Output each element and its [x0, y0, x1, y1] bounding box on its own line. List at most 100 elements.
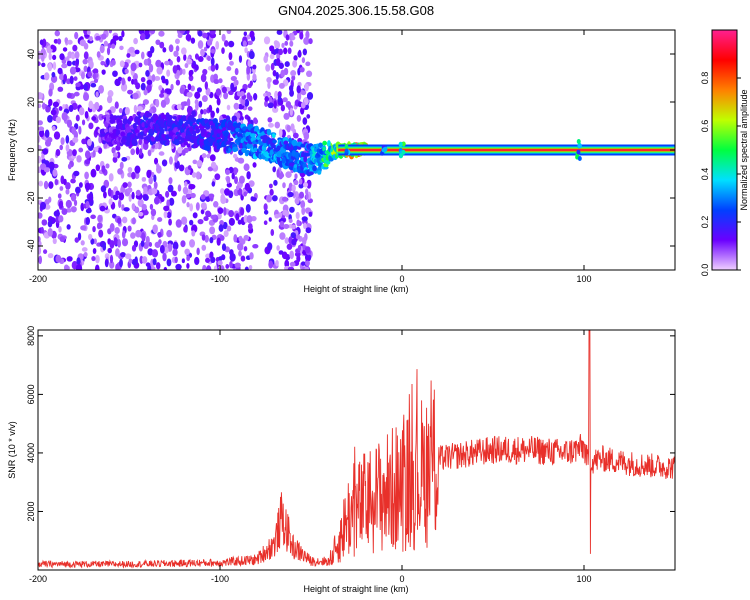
noise-speckle — [210, 214, 217, 220]
noise-speckle — [140, 51, 145, 60]
noise-speckle — [263, 55, 269, 64]
noise-speckle — [175, 79, 181, 86]
noise-speckle — [118, 35, 123, 42]
noise-speckle — [147, 149, 152, 157]
noise-speckle — [120, 83, 128, 92]
noise-speckle — [295, 234, 301, 240]
noise-speckle — [291, 224, 296, 230]
noise-speckle — [134, 206, 140, 214]
y-tick-label: 6000 — [26, 384, 36, 404]
noise-speckle — [88, 233, 93, 241]
carrier-blob — [401, 149, 406, 155]
noise-speckle — [111, 147, 116, 154]
x-tick-label: 0 — [399, 274, 404, 284]
noise-speckle — [78, 147, 84, 153]
noise-speckle — [194, 53, 199, 60]
noise-speckle — [195, 202, 200, 211]
noise-speckle — [232, 153, 238, 159]
noise-speckle — [48, 181, 54, 189]
noise-speckle — [52, 54, 57, 61]
carrier-blob — [344, 148, 349, 154]
noise-speckle — [186, 98, 191, 107]
noise-speckle — [194, 256, 200, 266]
noise-speckle — [40, 201, 47, 210]
noise-speckle — [209, 236, 214, 244]
noise-speckle — [278, 82, 285, 89]
noise-speckle — [234, 67, 239, 76]
noise-speckle — [117, 217, 122, 224]
noise-speckle — [38, 212, 43, 219]
ridge-cell — [317, 170, 322, 175]
noise-speckle — [296, 85, 301, 94]
noise-speckle — [284, 259, 290, 268]
noise-speckle — [145, 262, 151, 267]
noise-speckle — [88, 60, 94, 69]
noise-speckle — [128, 258, 133, 264]
noise-speckle — [306, 114, 311, 119]
noise-speckle — [289, 250, 294, 260]
noise-speckle — [127, 181, 132, 188]
noise-speckle — [79, 39, 87, 47]
noise-speckle — [215, 63, 219, 71]
noise-speckle — [131, 78, 135, 85]
noise-speckle — [70, 53, 76, 60]
noise-speckle — [47, 63, 53, 72]
noise-speckle — [136, 105, 143, 112]
noise-speckle — [170, 83, 174, 91]
noise-speckle — [176, 56, 181, 63]
ridge-cell — [186, 143, 191, 148]
noise-speckle — [127, 187, 133, 193]
noise-speckle — [178, 164, 185, 172]
ridge-cell — [173, 128, 179, 133]
noise-speckle — [50, 44, 55, 50]
noise-speckle — [284, 237, 290, 244]
noise-speckle — [121, 77, 126, 86]
noise-speckle — [85, 200, 90, 209]
noise-speckle — [119, 258, 123, 268]
noise-speckle — [172, 241, 179, 250]
noise-speckle — [104, 258, 109, 268]
noise-speckle — [84, 182, 91, 191]
ridge-cell — [150, 136, 156, 142]
noise-speckle — [86, 30, 91, 36]
noise-speckle — [301, 57, 306, 64]
noise-speckle — [177, 32, 183, 39]
ridge-cell — [308, 171, 314, 176]
noise-speckle — [57, 193, 62, 199]
noise-speckle — [118, 192, 125, 201]
noise-speckle — [211, 181, 216, 187]
noise-speckle — [165, 88, 172, 95]
noise-speckle — [209, 30, 216, 35]
colorbar-tick-label: 0.8 — [700, 72, 710, 85]
noise-speckle — [305, 192, 309, 200]
noise-speckle — [153, 157, 159, 165]
noise-speckle — [302, 236, 307, 246]
noise-speckle — [216, 107, 220, 114]
noise-speckle — [115, 190, 120, 196]
ridge-cell — [294, 151, 300, 160]
noise-speckle — [275, 72, 279, 80]
noise-speckle — [87, 71, 93, 78]
noise-speckle — [303, 182, 309, 188]
noise-speckle — [50, 109, 57, 116]
noise-speckle — [84, 111, 89, 119]
noise-speckle — [128, 194, 132, 202]
noise-speckle — [291, 238, 297, 246]
noise-speckle — [306, 92, 314, 100]
noise-speckle — [58, 225, 62, 233]
noise-speckle — [90, 82, 97, 88]
noise-speckle — [218, 224, 224, 232]
noise-speckle — [47, 227, 53, 237]
noise-speckle — [208, 193, 215, 199]
noise-speckle — [295, 211, 300, 220]
noise-speckle — [51, 125, 56, 131]
noise-speckle — [109, 240, 115, 249]
noise-speckle — [267, 242, 273, 251]
noise-speckle — [175, 263, 182, 270]
noise-speckle — [144, 30, 150, 36]
noise-speckle — [38, 126, 45, 132]
noise-speckle — [90, 214, 96, 220]
noise-speckle — [210, 63, 216, 72]
noise-speckle — [74, 31, 79, 40]
y-tick-label: -40 — [26, 239, 36, 252]
